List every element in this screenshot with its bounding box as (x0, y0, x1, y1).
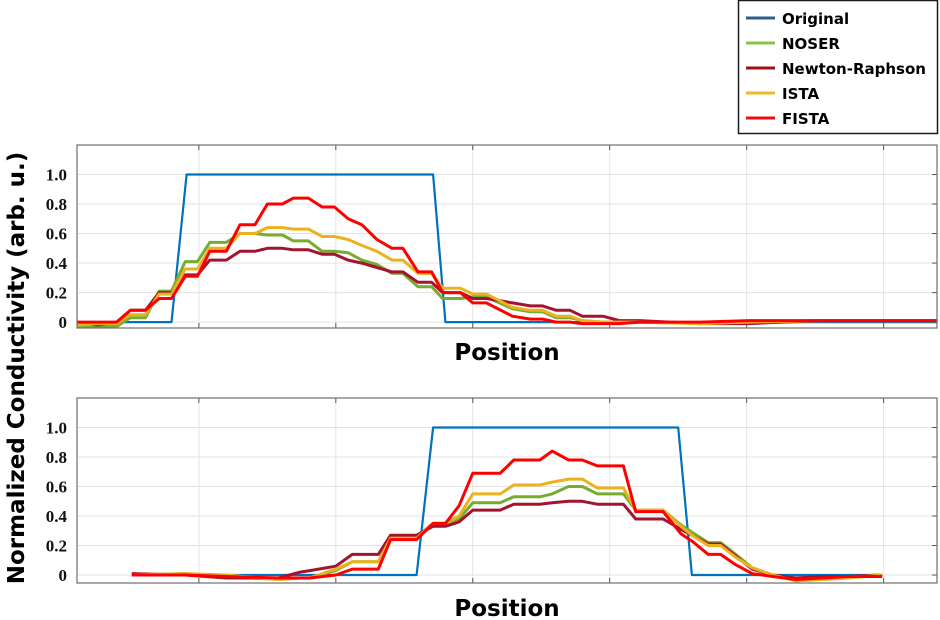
series-line-ista (131, 477, 883, 583)
legend-label: Original (782, 10, 849, 28)
bottom-plot: 0 0.2 0.4 0.6 0.8 1.0 Position (46, 397, 938, 620)
y-tick-label: 0.4 (46, 254, 68, 273)
y-tick-label: 1.0 (46, 419, 67, 438)
series-line-original (77, 173, 937, 324)
y-tick-label: 0.6 (46, 225, 67, 244)
series-line-original (131, 426, 883, 577)
legend: Original NOSER Newton-Raphson ISTA FISTA (737, 0, 939, 135)
y-axis-label: Normalized Conductivity (arb. u.) (4, 152, 30, 585)
y-tick-label: 0.2 (46, 284, 67, 303)
series-line-fista (131, 449, 883, 581)
y-tick-label: 0.8 (46, 195, 67, 214)
series-line-fista (77, 196, 937, 326)
y-tick-label: 0.4 (46, 507, 68, 526)
y-tick-label: 0.2 (46, 537, 67, 556)
y-tick-label: 0 (59, 313, 68, 332)
y-tick-label: 0.8 (46, 448, 67, 467)
legend-label: ISTA (782, 85, 819, 103)
series-line-ista (76, 226, 937, 327)
axes-frame (76, 144, 938, 329)
x-axis-label: Position (454, 340, 559, 366)
y-tick-label: 0 (59, 566, 68, 585)
legend-label: FISTA (782, 110, 830, 128)
legend-label: NOSER (782, 35, 840, 53)
y-tick-label: 0.6 (46, 478, 67, 497)
top-plot: 0 0.2 0.4 0.6 0.8 1.0 Position (46, 144, 938, 366)
axes-frame (76, 397, 938, 584)
legend-label: Newton-Raphson (782, 60, 926, 78)
y-tick-label: 1.0 (46, 166, 67, 185)
x-axis-label: Position (454, 596, 559, 620)
